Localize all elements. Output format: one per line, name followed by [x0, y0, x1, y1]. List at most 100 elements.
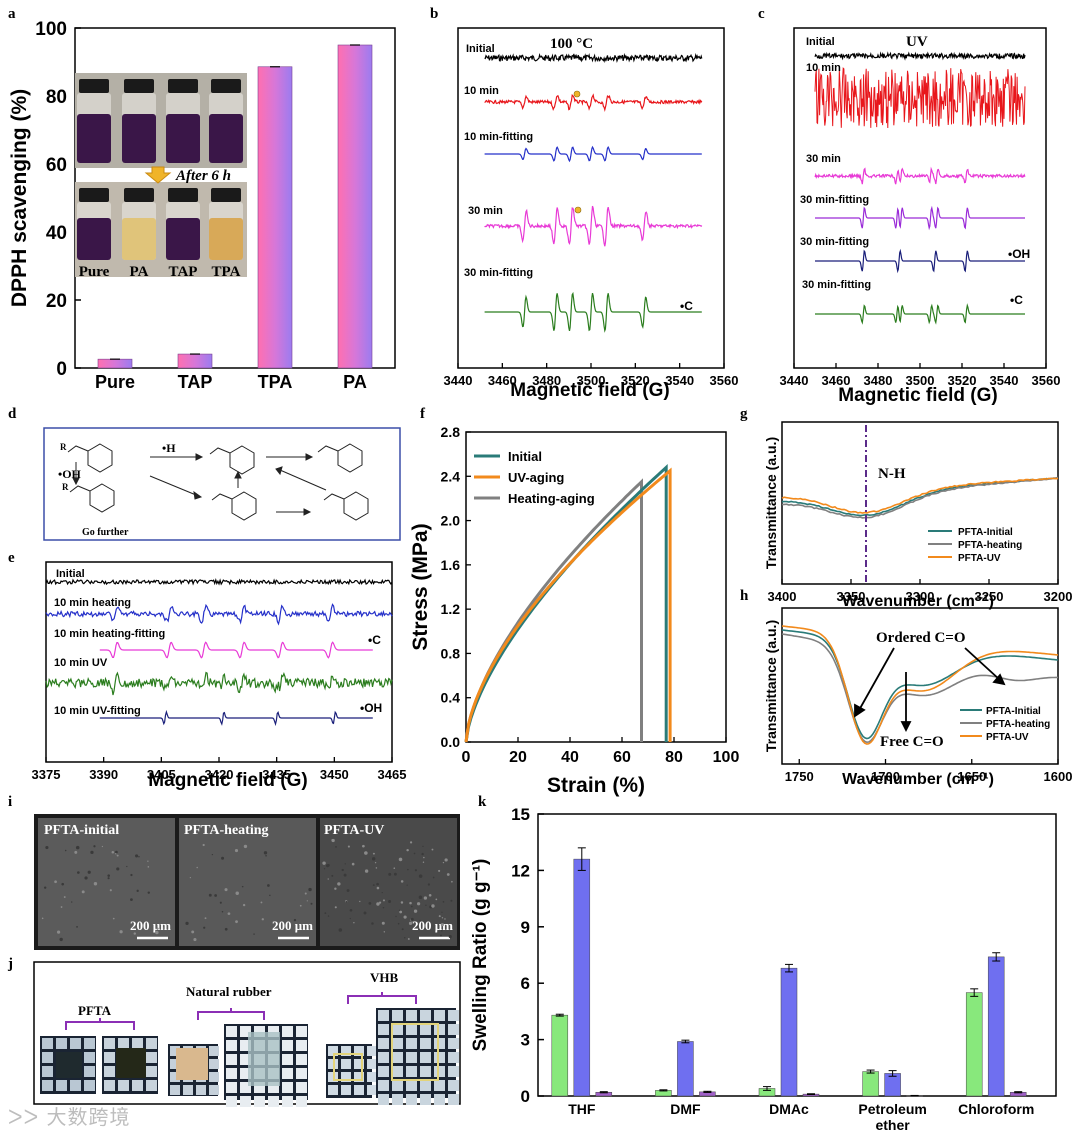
sem-particle	[263, 851, 268, 855]
sem-particle	[56, 930, 61, 934]
arrow	[857, 647, 895, 713]
panel-h: h 1750 1700 1650 1600 Wavenumber (cm⁻¹) Tra…	[740, 588, 1072, 788]
arrowhead	[72, 477, 80, 486]
sem-particle	[359, 900, 361, 903]
x-axis-b: 3440 3460 3480 3500 3520 3540 3560	[444, 363, 738, 388]
sem-particle	[346, 889, 350, 893]
panel-b: b 3440 3460 3480 3500 3520 3540 3560 Magnetic …	[430, 6, 738, 401]
x-axis-label-h: Wavenumber (cm⁻¹)	[842, 771, 994, 788]
vial-cap	[211, 188, 241, 202]
sem-particle	[60, 906, 63, 908]
grid-cell	[448, 1052, 459, 1063]
annot-e-c: •C	[368, 633, 381, 647]
trace-b-10min	[484, 93, 703, 112]
grid-cell	[282, 1082, 293, 1093]
grid-cell	[367, 1059, 377, 1069]
sem-particle	[438, 915, 441, 918]
legend-uv: PFTA-UV	[958, 553, 1001, 564]
sem-particle	[219, 901, 222, 904]
grid-cell	[354, 1072, 364, 1082]
trace-e-initial	[45, 577, 393, 586]
grid-cell	[406, 1094, 417, 1105]
legend-initial: PFTA-Initial	[986, 706, 1041, 717]
label-b-30min: 30 min	[468, 205, 503, 217]
y-axis-label-f: Stress (MPa)	[409, 523, 432, 650]
label-c-30fit-1: 30 min-fitting	[800, 194, 869, 206]
grid-cell	[406, 1080, 417, 1091]
x-tick-label: 0	[462, 749, 471, 766]
trace-c-30fit-2	[815, 248, 1025, 274]
grid-cell	[296, 1040, 307, 1051]
sem-particle	[193, 938, 197, 942]
sem-particle	[423, 856, 425, 859]
x-tick-label: TAP	[178, 372, 213, 392]
x-axis-e: 3375 3390 3405 3420 3435 3450 3465	[32, 757, 406, 782]
label-e-uv-fit: 10 min UV-fitting	[54, 705, 141, 717]
vial-liquid	[77, 114, 111, 163]
annot-c-oh: •OH	[1008, 247, 1030, 261]
sem-particle	[310, 902, 313, 905]
grid-cell	[183, 1085, 193, 1095]
sem-particle	[185, 921, 189, 926]
sem-particle	[376, 882, 379, 886]
annot-e-oh: •OH	[360, 701, 382, 715]
grid-cell	[378, 1024, 389, 1035]
sem-particle	[403, 915, 407, 919]
grid-cell	[392, 1024, 403, 1035]
arrow	[279, 469, 327, 491]
bond	[209, 447, 231, 455]
grid-cell	[406, 1052, 417, 1063]
sem-particle	[376, 886, 380, 890]
y-tick-label: 2.0	[441, 513, 461, 529]
sem-particle	[400, 901, 404, 904]
grid-cell	[282, 1068, 293, 1079]
sem-particle	[431, 848, 434, 851]
vial-liquid	[166, 218, 200, 260]
trace-e-uv	[45, 671, 393, 696]
sem-particle	[381, 892, 383, 894]
grid-cell	[434, 1038, 445, 1049]
traces-b	[484, 52, 703, 333]
grid-cell	[42, 1080, 53, 1091]
bond	[317, 445, 339, 453]
grid-cell	[132, 1080, 143, 1091]
sem-particle	[362, 844, 365, 848]
sem-particle	[299, 904, 302, 907]
sem-particle	[371, 857, 376, 861]
marker-dot	[574, 206, 582, 214]
sem-particle	[293, 918, 297, 922]
label-e-heating: 10 min heating	[54, 597, 131, 609]
x-tick-label: 3520	[621, 373, 650, 388]
grid-cell	[420, 1080, 431, 1091]
bond	[323, 493, 345, 501]
bar-tpa	[257, 66, 293, 369]
curves-f	[464, 463, 672, 743]
grid-cell	[118, 1038, 129, 1049]
ir-curve-pfta-uv	[781, 477, 1059, 514]
x-tick-label: PA	[343, 372, 367, 392]
sem-label-initial: PFTA-initial	[44, 823, 119, 838]
x-tick-label: 3405	[147, 767, 176, 782]
scale-bar-label: 200 μm	[272, 918, 313, 933]
y-tick-label: 0.4	[441, 690, 461, 706]
marker-dot	[573, 90, 581, 98]
x-tick-label: 3500	[906, 373, 935, 388]
panel-label-a: a	[8, 6, 16, 22]
sem-particle	[351, 862, 355, 866]
legend-h: PFTA-Initial PFTA-heating PFTA-UV	[960, 706, 1050, 743]
label-e-uv: 10 min UV	[54, 657, 108, 669]
legend-g: PFTA-Initial PFTA-heating PFTA-UV	[928, 527, 1022, 564]
bar-tap	[177, 353, 213, 369]
grid-cell	[209, 1085, 219, 1095]
arrowhead	[275, 466, 283, 476]
grid-cell	[42, 1038, 53, 1049]
grid-cell	[367, 1072, 377, 1082]
x-tick-label: 3440	[780, 373, 809, 388]
ordered-co-label: Ordered C=O	[876, 630, 966, 646]
axes-frame-h	[781, 607, 1059, 765]
sem-particle	[87, 870, 91, 874]
bar-dmf-1	[677, 1041, 694, 1097]
sem-particle	[398, 909, 401, 912]
grid-cell	[104, 1080, 115, 1091]
